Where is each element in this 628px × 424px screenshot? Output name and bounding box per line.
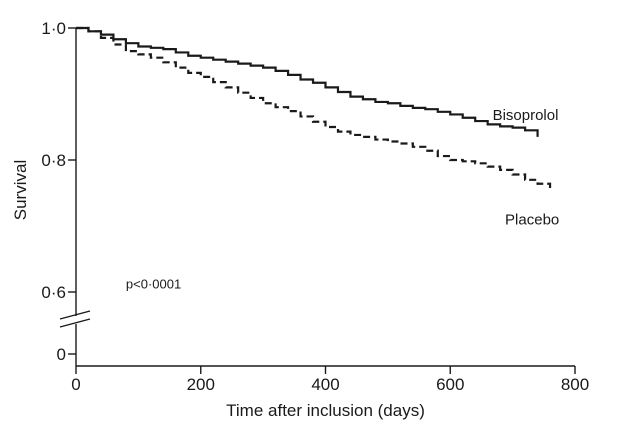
axis-break-mark: [59, 318, 91, 328]
series-layer: [76, 26, 552, 192]
y-tick-label: 0: [57, 345, 66, 364]
axes: [59, 28, 575, 367]
x-tick-label: 600: [436, 375, 464, 394]
p-value-annotation: p<0·0001: [126, 277, 181, 292]
x-tick-label: 400: [311, 375, 339, 394]
series-label-bisoprolol: Bisoprolol: [493, 107, 559, 124]
series-line-bisoprolol: [76, 26, 539, 137]
series-line-placebo: [76, 26, 552, 192]
x-tick-label: 200: [187, 375, 215, 394]
labels-layer: 0 200 400 600 800 0 0·6 0·8 1·0 Bisoprolol Placebo: [41, 19, 589, 394]
x-tick-label: 0: [71, 375, 80, 394]
y-tick-label: 1·0: [41, 19, 66, 38]
ticks: [68, 27, 576, 374]
x-axis-title: Time after inclusion (days): [226, 401, 425, 420]
y-tick-label: 0·6: [41, 283, 66, 302]
y-axis-title: Survival: [11, 160, 30, 220]
axis-break-mark: [59, 310, 91, 320]
y-tick-label: 0·8: [41, 151, 66, 170]
x-tick-label: 800: [561, 375, 589, 394]
series-label-placebo: Placebo: [505, 212, 559, 229]
